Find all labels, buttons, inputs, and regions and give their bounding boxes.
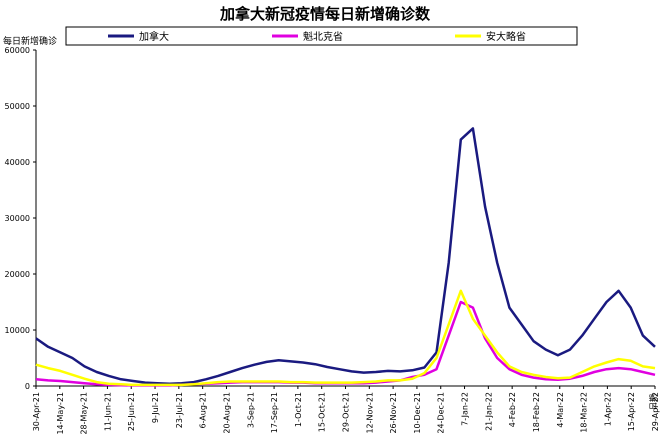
x-tick-label: 3-Sep-21: [246, 392, 255, 428]
x-tick-label: 15-Oct-21: [318, 392, 327, 432]
x-tick-label: 6-Aug-21: [199, 392, 208, 429]
x-tick-label: 18-Mar-22: [580, 392, 589, 433]
x-tick-label: 18-Feb-22: [532, 392, 541, 432]
y-tick-label: 10000: [5, 326, 30, 335]
x-tick-label: 26-Nov-21: [389, 392, 398, 434]
legend-box: [65, 26, 578, 46]
x-tick-label: 7-Jan-22: [461, 392, 470, 426]
y-axis-label: 每日新增确诊: [3, 35, 57, 47]
y-tick-label: 30000: [5, 214, 30, 223]
x-tick-label: 17-Sep-21: [270, 392, 279, 433]
legend: 加拿大 魁北克省 安大略省: [65, 26, 578, 46]
x-tick-label: 21-Jan-22: [484, 392, 493, 431]
y-tick-label: 50000: [5, 102, 30, 111]
x-tick-label: 29-Apr-22: [651, 392, 660, 431]
legend-label: 加拿大: [139, 30, 169, 43]
x-tick-label: 15-Apr-22: [627, 392, 636, 431]
x-tick-label: 12-Nov-21: [365, 392, 374, 434]
y-tick-label: 60000: [5, 46, 30, 55]
series-line-2: [35, 289, 656, 387]
y-tick-label: 20000: [5, 270, 30, 279]
legend-label: 魁北克省: [303, 30, 343, 43]
x-tick-label: 4-Feb-22: [508, 392, 517, 427]
x-tick-label: 14-May-21: [56, 392, 65, 435]
x-tick-label: 25-Jun-21: [127, 392, 136, 431]
x-tick-label: 28-May-21: [80, 392, 89, 435]
x-axis-label: 日期: [649, 394, 658, 410]
series-line-1: [35, 300, 656, 387]
x-tick-label: 9-Jul-21: [151, 392, 160, 423]
x-tick-label: 1-Oct-21: [294, 392, 303, 427]
x-tick-label: 29-Oct-21: [342, 392, 351, 432]
x-tick-label: 24-Dec-21: [437, 392, 446, 434]
x-tick-label: 11-Jun-21: [103, 392, 112, 431]
x-tick-label: 30-Apr-21: [32, 392, 41, 431]
legend-label: 安大略省: [486, 30, 526, 43]
x-tick-label: 4-Mar-22: [556, 392, 565, 428]
y-tick-label: 40000: [5, 158, 30, 167]
y-tick-label: 0: [25, 382, 30, 391]
x-tick-label: 23-Jul-21: [175, 392, 184, 428]
x-tick-label: 1-Apr-22: [603, 392, 612, 426]
chart-title: 加拿大新冠疫情每日新增确诊数: [219, 5, 431, 23]
x-tick-label: 20-Aug-21: [222, 392, 231, 434]
x-tick-label: 10-Dec-21: [413, 392, 422, 434]
series-line-0: [35, 127, 656, 386]
series-layer: [35, 127, 656, 387]
axes: 0 10000 20000 30000 40000 50000 60000 30-Apr-21…: [5, 46, 660, 435]
